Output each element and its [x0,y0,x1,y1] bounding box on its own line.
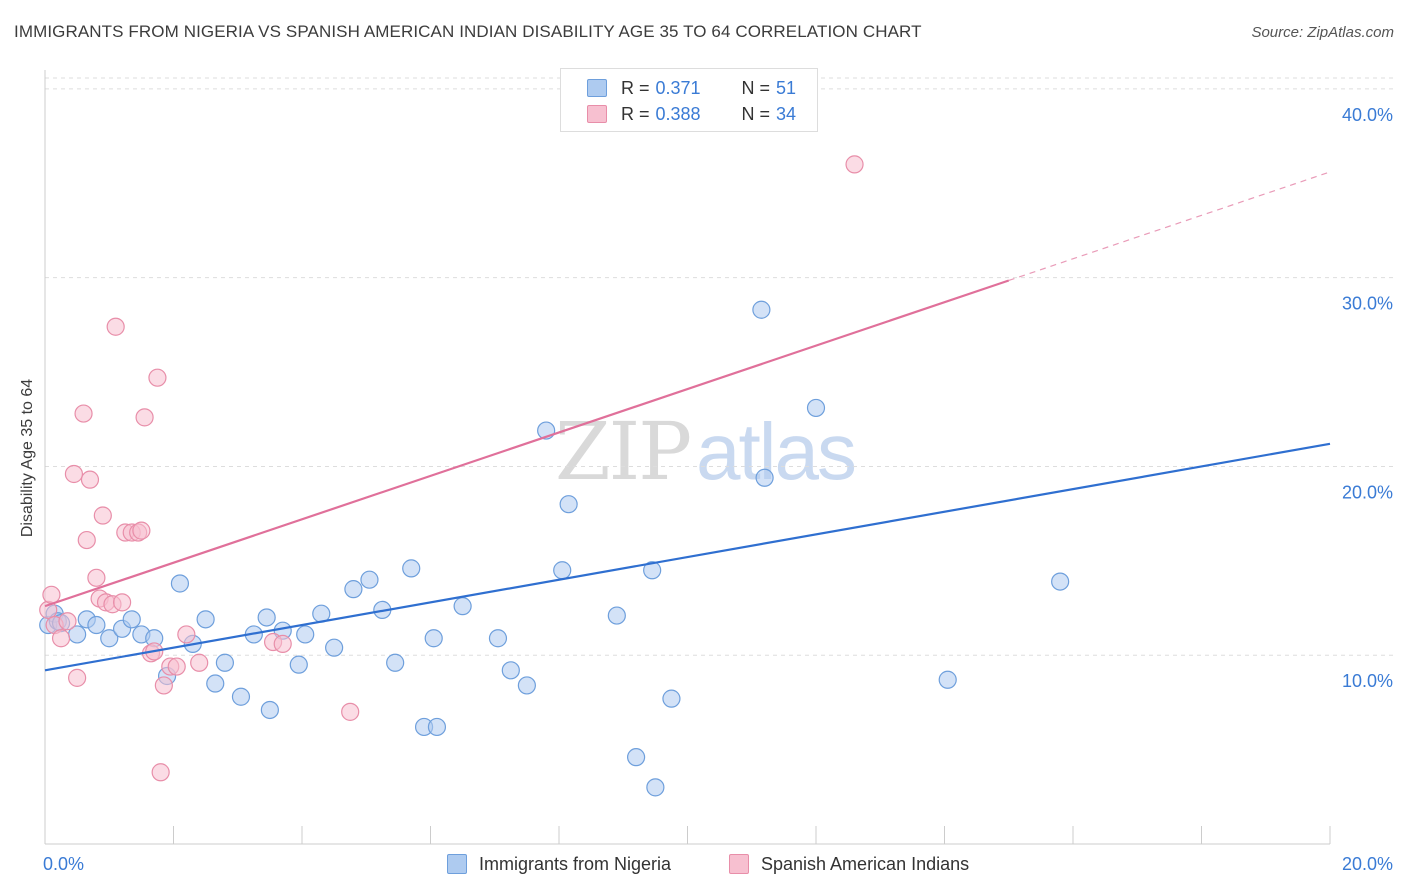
spanish-american-indian-point [42,585,61,604]
spanish-american-indian-point [74,404,93,423]
spanish-american-indian-point [135,408,154,427]
legend-row-spanish-american-indians: R = 0.388 N = 34 [587,102,796,126]
legend-swatch-blue [587,79,607,97]
nigeria-point [296,625,315,644]
spanish-american-indian-point [273,634,292,653]
nigeria-point [424,629,443,648]
nigeria-point [806,398,826,418]
nigeria-point [646,778,665,797]
spanish-american-indian-point [68,668,87,687]
legend-n-value: 34 [776,103,797,124]
correlation-legend: R = 0.371 N = 51 R = 0.388 N = 34 [560,68,818,132]
bottom-legend-swatch-blue [447,854,467,874]
legend-n-value: 51 [776,77,797,98]
spanish-american-indian-point [64,464,84,484]
nigeria-point [559,495,578,514]
nigeria-point [196,610,215,629]
spanish-american-indian-point [132,521,151,540]
bottom-legend-label: Immigrants from Nigeria [479,853,672,874]
nigeria-point [344,580,363,599]
trend-line-solid [44,442,1331,672]
legend-r-label: R = [621,77,650,98]
nigeria-point [427,717,447,737]
bottom-legend-swatch-pink [729,854,749,874]
bottom-legend-nigeria: Immigrants from Nigeria [447,852,671,876]
legend-r-value: 0.371 [655,77,701,98]
spanish-american-indian-point [58,612,77,631]
nigeria-point [386,653,405,672]
bottom-legend-spanish-american-indians: Spanish American Indians [729,852,969,876]
spanish-american-indian-point [77,530,96,550]
nigeria-point [453,597,472,616]
nigeria-point [257,608,276,627]
spanish-american-indian-point [148,368,167,387]
nigeria-point [170,574,190,593]
nigeria-point [122,610,141,629]
legend-r-value: 0.388 [655,103,701,124]
spanish-american-indian-point [151,763,170,782]
nigeria-point [206,674,225,693]
nigeria-point [87,615,106,635]
x-tick-label: 0.0% [43,854,84,874]
legend-row-nigeria: R = 0.371 N = 51 [587,76,796,100]
nigeria-point [755,468,774,487]
y-tick-label: 10.0% [1342,671,1393,691]
spanish-american-indian-point [341,702,360,721]
nigeria-point [1051,572,1070,591]
nigeria-point [215,653,234,672]
nigeria-point [607,606,626,625]
nigeria-point [752,300,771,319]
nigeria-point [289,655,308,674]
nigeria-point [402,559,421,578]
nigeria-point [938,670,957,689]
nigeria-point [643,561,662,580]
nigeria-point [488,629,508,648]
spanish-american-indian-point [154,676,173,695]
legend-n-label: N = [741,103,771,124]
bottom-legend-label: Spanish American Indians [761,853,970,874]
nigeria-point [360,570,379,589]
nigeria-point [260,700,279,720]
y-tick-label: 40.0% [1342,105,1393,125]
legend-r-label: R = [621,103,650,124]
y-axis-label: Disability Age 35 to 64 [19,378,36,538]
spanish-american-indian-point [51,629,71,648]
nigeria-point [517,676,536,695]
nigeria-point [553,561,572,580]
watermark: ZIPatlas [555,405,857,498]
spanish-american-indian-point [93,506,112,525]
nigeria-point [325,638,344,657]
nigeria-point [100,629,119,648]
chart-title: IMMIGRANTS FROM NIGERIA VS SPANISH AMERI… [14,22,922,41]
y-tick-label: 30.0% [1342,294,1393,314]
spanish-american-indian-point [80,470,100,489]
legend-swatch-pink [587,105,607,123]
watermark-zip: ZIP [555,405,692,498]
spanish-american-indian-point [112,593,132,612]
trend-line-dashed [1008,171,1331,282]
y-tick-label: 20.0% [1342,482,1393,502]
nigeria-point [231,687,251,706]
spanish-american-indian-point [167,657,186,676]
spanish-american-indian-point [177,625,196,644]
nigeria-point [501,661,520,680]
nigeria-point [662,689,681,708]
spanish-american-indian-point [190,653,209,672]
x-tick-label: 20.0% [1342,854,1393,874]
legend-n-label: N = [741,77,771,98]
source-label: Source: ZipAtlas.com [1251,24,1394,41]
trend-line-solid [44,279,1010,608]
watermark-atlas: atlas [696,407,857,496]
spanish-american-indian-point [845,155,864,174]
spanish-american-indian-point [87,568,106,587]
spanish-american-indian-point [106,317,125,336]
nigeria-point [626,748,646,767]
